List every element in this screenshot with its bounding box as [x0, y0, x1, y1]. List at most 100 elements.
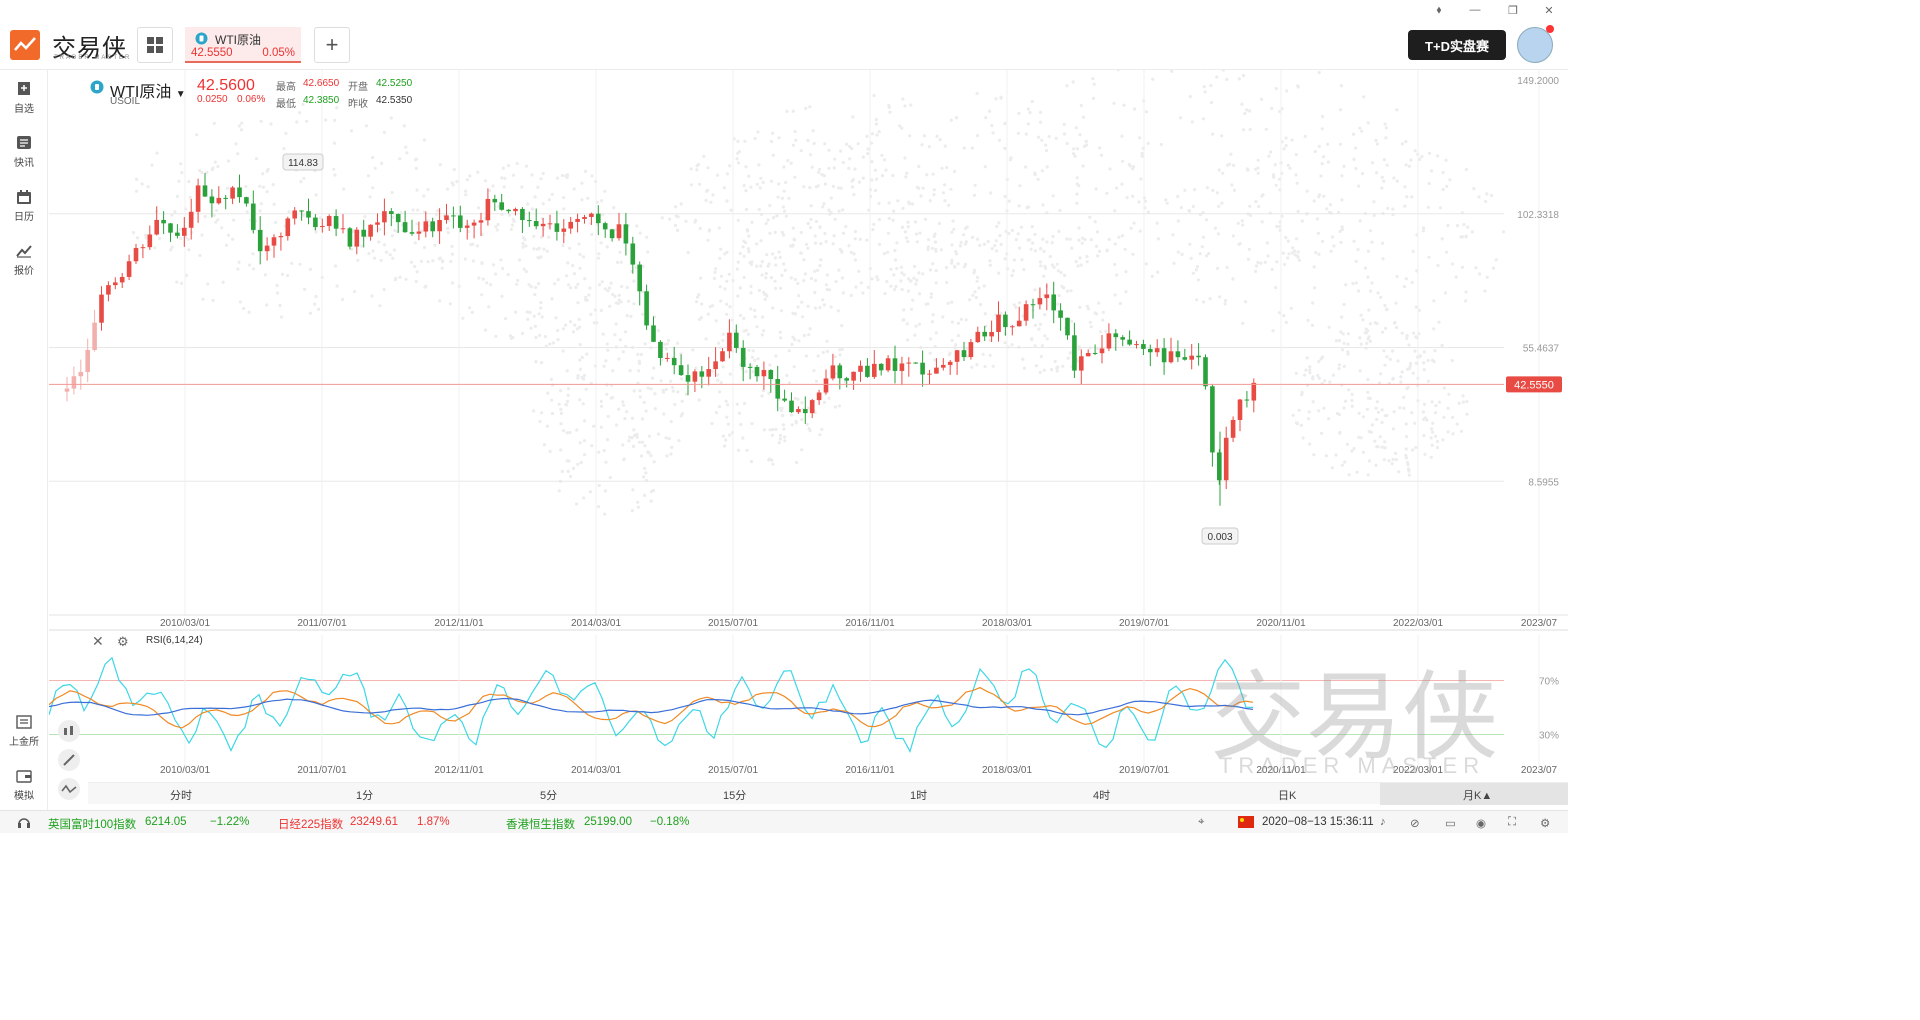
map-dot	[699, 276, 703, 280]
period-1h[interactable]: 1时	[910, 790, 928, 802]
map-dot	[929, 295, 933, 299]
map-dot	[694, 366, 698, 370]
map-dot	[1290, 251, 1295, 255]
map-dot	[575, 428, 579, 432]
map-dot	[1115, 273, 1119, 277]
sidebar-item-quotes[interactable]: 报价	[0, 244, 48, 277]
tab-wti[interactable]: WTI原油 42.5550 0.05%	[185, 27, 301, 63]
period-5min[interactable]: 5分	[540, 790, 558, 802]
map-dot	[404, 145, 408, 149]
map-dot	[438, 163, 442, 167]
map-dot	[768, 203, 772, 208]
map-dot	[391, 215, 395, 219]
map-dot	[560, 469, 564, 474]
map-dot	[745, 229, 750, 233]
period-1min[interactable]: 1分	[356, 790, 374, 802]
map-dot	[622, 457, 626, 461]
map-dot	[771, 462, 775, 466]
map-dot	[1407, 164, 1411, 168]
map-dot	[805, 422, 809, 427]
map-dot	[1051, 194, 1055, 198]
sidebar-item-sge[interactable]: 上金所	[0, 715, 48, 748]
map-dot	[1164, 198, 1168, 202]
map-dot	[1360, 129, 1364, 133]
map-dot	[789, 276, 793, 280]
map-dot	[783, 268, 787, 272]
map-dot	[893, 287, 897, 292]
map-dot	[1380, 408, 1384, 412]
candle-body	[237, 187, 242, 198]
period-day[interactable]: 日K	[1278, 790, 1297, 802]
map-dot	[744, 370, 748, 374]
period-15min[interactable]: 15分	[723, 790, 747, 802]
cursor-icon[interactable]: ⌖	[1198, 816, 1205, 828]
map-dot	[572, 272, 577, 276]
period-4h[interactable]: 4时	[1093, 790, 1111, 802]
period-tick[interactable]: 分时	[170, 790, 192, 802]
skin-icon[interactable]: ⬧	[1436, 4, 1442, 16]
candle-type-button[interactable]	[58, 720, 80, 742]
map-dot	[572, 187, 576, 191]
td-contest-button[interactable]: T+D实盘赛	[1408, 30, 1506, 60]
map-dot	[480, 293, 484, 297]
map-dot	[508, 334, 513, 338]
expand-icon[interactable]: ⛶	[1508, 816, 1517, 828]
map-dot	[1331, 373, 1335, 377]
map-dot	[445, 187, 450, 191]
map-dot	[1215, 75, 1219, 79]
map-dot	[1040, 138, 1044, 142]
index-nikkei-name[interactable]: 日经225指数	[278, 819, 344, 831]
map-dot	[820, 427, 824, 431]
map-dot	[1457, 401, 1461, 405]
map-dot	[808, 327, 812, 331]
map-dot	[1041, 237, 1045, 241]
layout-grid-button[interactable]	[137, 27, 173, 63]
candle-body	[1030, 304, 1036, 306]
candle-body	[244, 197, 249, 204]
map-dot	[1429, 169, 1434, 173]
map-dot	[333, 264, 338, 268]
map-dot	[1391, 376, 1395, 380]
close-icon[interactable]: ✕	[1544, 5, 1554, 17]
map-dot	[557, 489, 561, 493]
draw-tool-button[interactable]	[58, 749, 80, 771]
instrument-name[interactable]: WTI原油 ▼	[110, 84, 186, 101]
add-tab-button[interactable]: +	[314, 27, 350, 63]
map-dot	[301, 102, 305, 106]
y-tick-label: 149.2000	[1517, 76, 1559, 87]
index-ftse-name[interactable]: 英国富时100指数	[48, 819, 137, 831]
settings-icon[interactable]: ⚙	[117, 634, 129, 649]
map-dot	[367, 252, 371, 256]
settings-gear-icon[interactable]: ⚙	[1540, 818, 1551, 830]
maximize-icon[interactable]: ❐	[1508, 5, 1518, 17]
map-dot	[1291, 246, 1295, 250]
indicator-button[interactable]	[58, 778, 80, 800]
sidebar-item-calendar[interactable]: 日历	[0, 190, 48, 223]
minimize-icon[interactable]: —	[1469, 4, 1481, 16]
map-dot	[1301, 436, 1305, 440]
sidebar-item-simulate[interactable]: 模拟	[0, 769, 48, 802]
index-hsi-name[interactable]: 香港恒生指数	[506, 819, 575, 831]
map-dot	[812, 369, 816, 373]
map-dot	[597, 505, 601, 509]
map-dot	[1384, 126, 1388, 130]
sidebar-item-news[interactable]: 快讯	[0, 136, 48, 169]
avatar[interactable]	[1517, 27, 1553, 63]
price-chart[interactable]: 114.830.00342.5550149.2000102.331855.463…	[49, 70, 1568, 810]
camera-icon[interactable]: ◉	[1476, 818, 1487, 830]
map-dot	[1070, 319, 1074, 323]
sidebar-item-watchlist[interactable]: 自选	[0, 82, 48, 115]
close-indicator-icon[interactable]: ✕	[92, 633, 104, 649]
bell-icon[interactable]: ♪	[1380, 816, 1386, 828]
headset-icon[interactable]	[16, 815, 32, 830]
map-dot	[392, 248, 396, 252]
hide-icon[interactable]: ⊘	[1410, 818, 1420, 830]
map-dot	[1339, 240, 1343, 244]
candle-body	[1210, 386, 1215, 453]
map-dot	[431, 259, 435, 263]
chart-share-icon[interactable]: ▭	[1445, 818, 1456, 830]
period-month-active[interactable]: 月K▲	[1380, 783, 1568, 805]
map-dot	[787, 349, 791, 353]
candle-body	[402, 222, 408, 233]
map-dot	[1264, 127, 1268, 131]
